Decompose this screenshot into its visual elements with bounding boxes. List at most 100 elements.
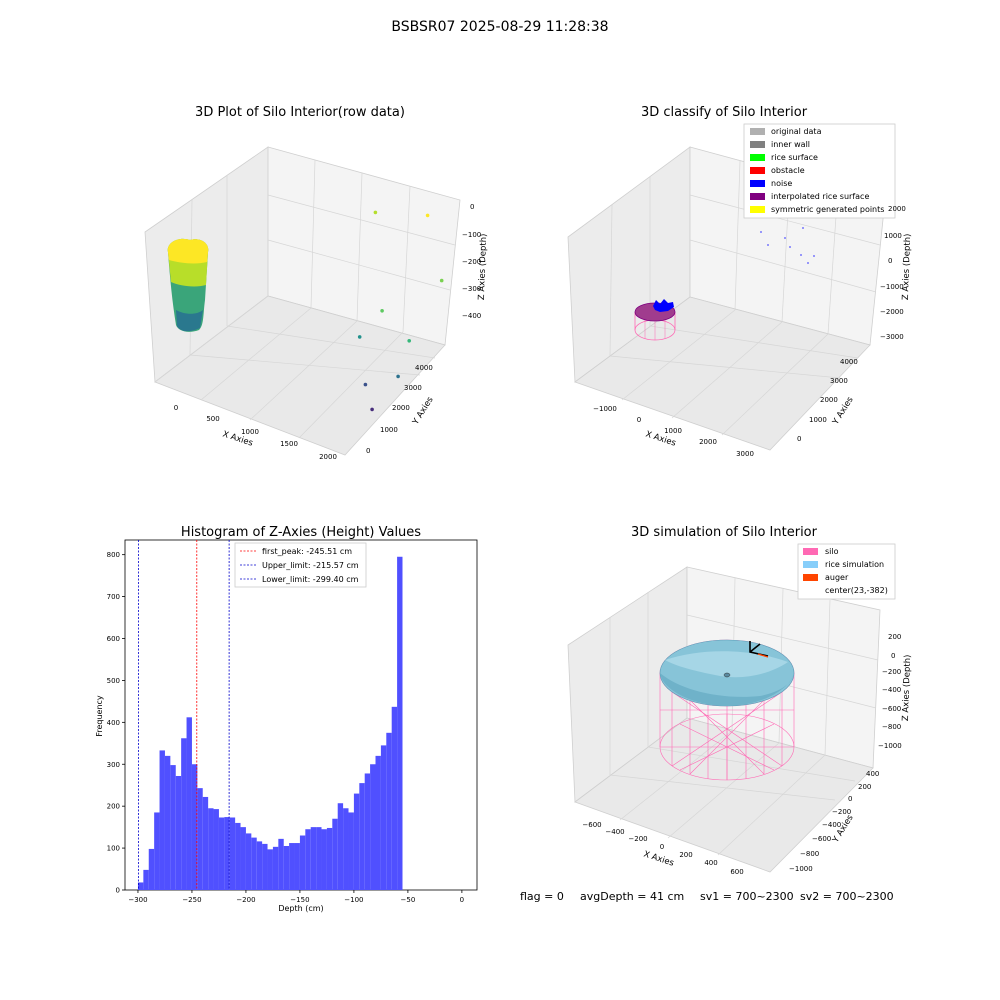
hist-bar (262, 843, 268, 890)
legend-label-first-peak: first_peak: -245.51 cm (262, 547, 352, 556)
hist-bar (289, 843, 295, 890)
hist-bar (267, 849, 273, 890)
legend-swatch-inner-wall (750, 141, 765, 148)
legend-swatch-obstacle (750, 167, 765, 174)
p1-ztick: −400 (462, 312, 481, 320)
p1-xtick: 0 (174, 404, 178, 412)
hist-bar (272, 846, 279, 890)
hist-x-ticks: −300 −250 −200 −150 −100 −50 0 (128, 890, 464, 904)
hist-y-tick-label: 300 (107, 761, 120, 769)
panel-simulation-3d: 3D simulation of Silo Interior (567, 525, 913, 876)
p2-ztick: −1000 (880, 283, 904, 291)
legend-swatch-noise (750, 180, 765, 187)
p1-ztick: −100 (462, 231, 481, 239)
p2-zlabel: Z Axies (Depth) (901, 233, 913, 300)
p4-ztick: 200 (888, 633, 901, 641)
hist-bar (332, 818, 338, 890)
panel2-noise-points (760, 227, 815, 264)
panel-classify-3d: 3D classify of Silo Interior (567, 105, 913, 458)
p2-ytick: 1000 (809, 416, 827, 424)
p4-xtick: 400 (704, 859, 717, 867)
hist-bar (197, 788, 203, 890)
panel4-legend: silo rice simulation auger center(23,-38… (797, 543, 896, 600)
hist-ylabel: Frequency (95, 695, 104, 737)
hist-bar (256, 841, 263, 890)
legend-label-center: center(23,-382) (825, 586, 888, 595)
status-line: flag = 0 avgDepth = 41 cm sv1 = 700~2300… (520, 890, 894, 903)
p1-zlabel: Z Axies (Depth) (477, 233, 489, 300)
hist-x-tick-label: −250 (182, 896, 201, 904)
hist-bar (316, 827, 322, 890)
status-flag: flag = 0 (520, 890, 564, 903)
hist-y-tick-label: 200 (107, 803, 120, 811)
p2-ytick: 4000 (840, 358, 858, 366)
p1-ytick: 3000 (404, 384, 422, 392)
p4-ytick: −800 (800, 850, 819, 858)
raw-point (380, 309, 384, 313)
hist-y-tick-label: 800 (107, 551, 120, 559)
raw-point (357, 335, 362, 339)
p4-xtick: −400 (605, 828, 624, 836)
hist-bar (191, 764, 198, 890)
legend-swatch-silo (803, 548, 818, 555)
hist-bars (137, 556, 403, 890)
p4-xtick: 600 (730, 868, 743, 876)
panel1-title: 3D Plot of Silo Interior(row data) (195, 105, 405, 120)
p2-xtick: 3000 (736, 450, 754, 458)
legend-label-silo: silo (825, 547, 839, 556)
hist-bar (321, 829, 327, 890)
hist-bar (370, 764, 376, 890)
p1-ztick: −200 (462, 258, 481, 266)
hist-title: Histogram of Z-Axies (Height) Values (181, 525, 421, 540)
legend-swatch-rice-surface (750, 154, 765, 161)
hist-y-tick-label: 400 (107, 719, 120, 727)
hist-bar (343, 808, 349, 890)
legend-label-upper-limit: Upper_limit: -215.57 cm (262, 561, 359, 570)
raw-point (425, 213, 430, 218)
legend-label-symmetric: symmetric generated points (771, 205, 884, 214)
hist-bar (186, 717, 192, 890)
legend-label-original-data: original data (771, 127, 822, 136)
legend-label-interpolated: interpolated rice surface (771, 192, 869, 201)
p1-xtick: 500 (206, 415, 219, 423)
hist-bar (159, 750, 165, 890)
hist-bar (245, 833, 252, 890)
status-sv1: sv1 = 700~2300 (700, 890, 794, 903)
p1-xtick: 1500 (280, 440, 298, 448)
panel4-title: 3D simulation of Silo Interior (631, 525, 818, 540)
hist-x-tick-label: 0 (460, 896, 464, 904)
legend-label-auger: auger (825, 573, 849, 582)
hist-bar (175, 775, 182, 890)
p1-ytick: 1000 (380, 426, 398, 434)
legend-label-noise: noise (771, 179, 792, 188)
hist-bar (391, 706, 398, 890)
hist-bar (380, 745, 387, 890)
p4-ytick: 200 (858, 783, 871, 791)
p2-ztick: 0 (888, 257, 892, 265)
p1-xtick: 2000 (319, 453, 337, 461)
panel1-rice-cloud (167, 238, 209, 332)
hist-x-tick-label: −100 (344, 896, 363, 904)
p4-ytick: −600 (812, 835, 831, 843)
p4-xtick: 200 (679, 851, 692, 859)
panel2-legend: original data inner wall rice surface ob… (743, 123, 896, 219)
hist-bar (235, 822, 241, 890)
hist-bar (348, 812, 354, 890)
hist-bar (143, 869, 149, 890)
hist-y-tick-label: 600 (107, 635, 120, 643)
hist-bar (299, 835, 306, 890)
p2-xtick: −1000 (593, 405, 617, 413)
hist-bar (294, 843, 300, 890)
hist-bar (364, 773, 371, 890)
p2-ytick: 2000 (820, 396, 838, 404)
legend-swatch-auger (803, 574, 818, 581)
hist-bar (202, 796, 209, 890)
p4-xtick: −600 (582, 821, 601, 829)
p4-ytick: −1000 (789, 865, 813, 873)
hist-legend-box (234, 542, 367, 588)
hist-bar (229, 817, 236, 890)
hist-lines (138, 540, 230, 890)
p4-xtick: −200 (628, 835, 647, 843)
panel2-title: 3D classify of Silo Interior (641, 105, 808, 120)
legend-label-lower-limit: Lower_limit: -299.40 cm (262, 575, 359, 584)
